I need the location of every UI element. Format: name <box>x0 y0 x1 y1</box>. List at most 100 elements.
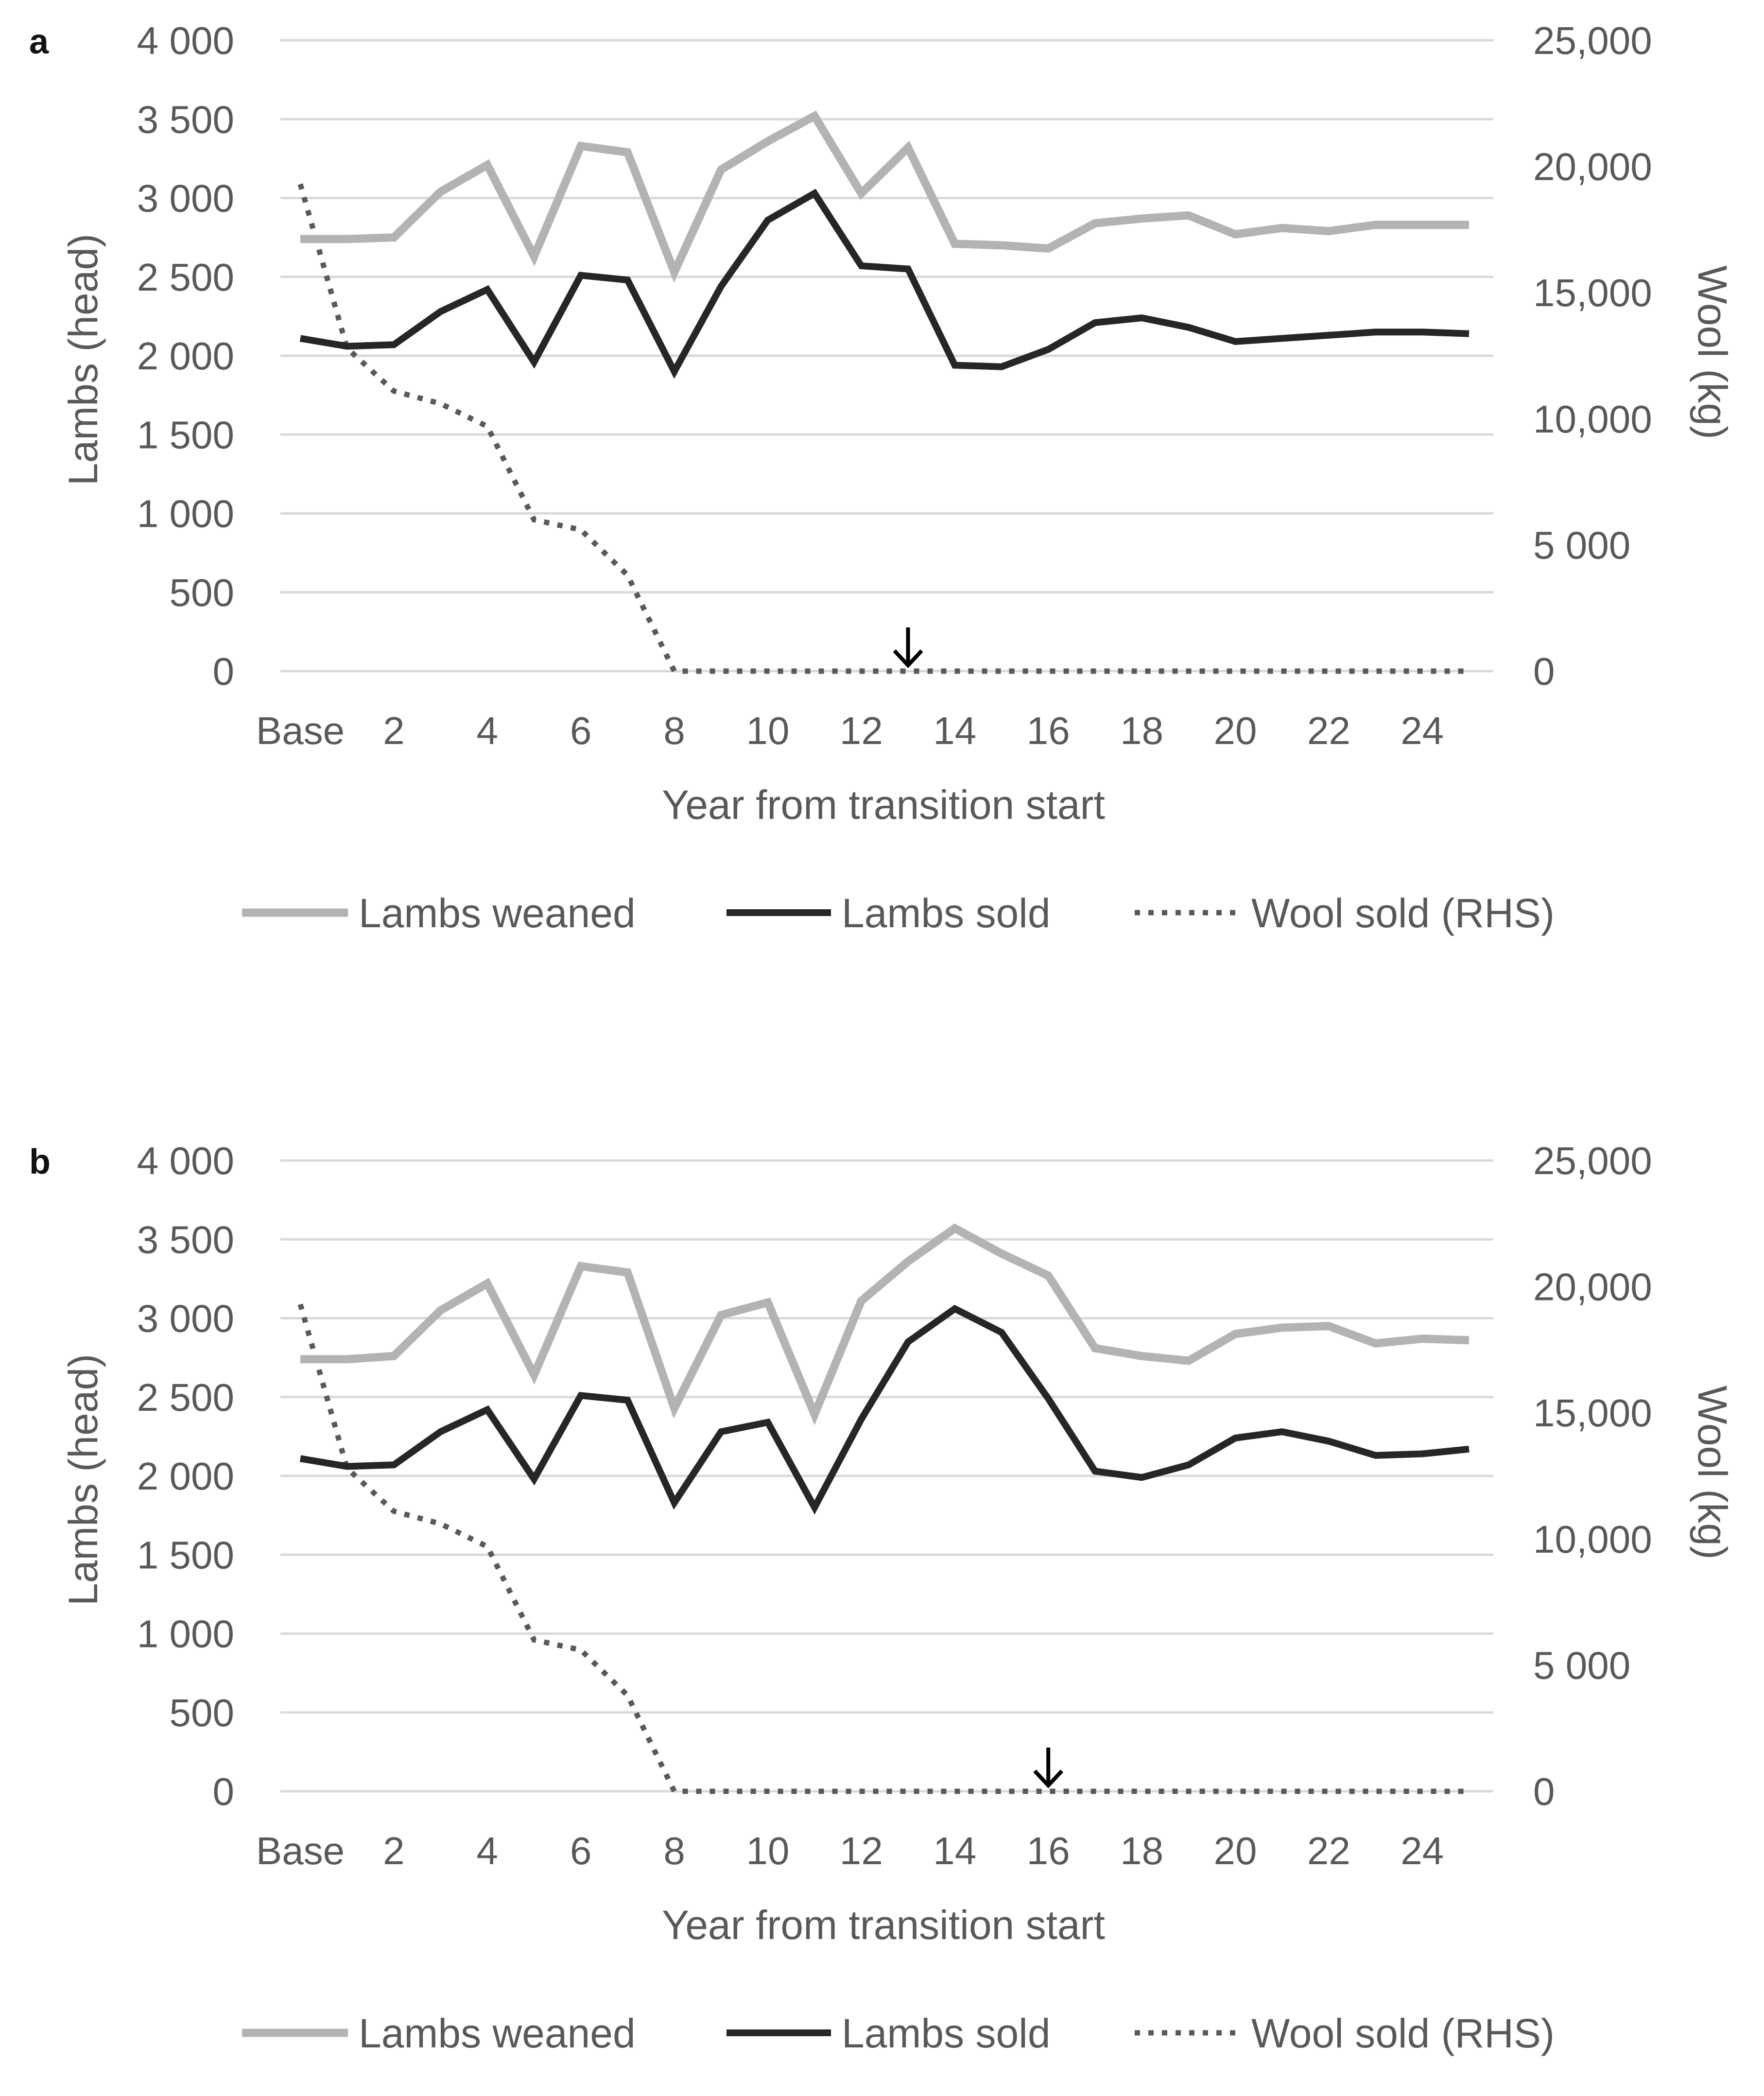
y2-tick-label: 10,000 <box>1533 1518 1652 1561</box>
y-tick-label: 2 500 <box>137 256 234 299</box>
x-tick-label: 14 <box>933 1829 976 1872</box>
x-tick-label: Base <box>256 1829 345 1872</box>
x-axis-title: Year from transition start <box>662 782 1105 828</box>
x-tick-label: 2 <box>383 709 405 752</box>
legend-label: Lambs weaned <box>359 890 636 936</box>
x-tick-label: 6 <box>570 709 592 752</box>
y-tick-label: 2 000 <box>137 1455 234 1498</box>
x-tick-label: 16 <box>1027 709 1070 752</box>
panel-label: a <box>29 22 49 61</box>
y2-tick-label: 10,000 <box>1533 398 1652 441</box>
down-arrow-icon <box>1033 1748 1064 1788</box>
series-lines <box>297 1223 1470 1794</box>
x-tick-label: 6 <box>570 1829 592 1872</box>
gridlines <box>280 1159 1493 1793</box>
x-tick-label: 10 <box>746 1829 790 1872</box>
y-axis-left-ticks: 0 500 1 000 1 500 2 000 2 500 3 000 3 500 4 000 <box>137 19 234 693</box>
y-tick-label: 3 000 <box>137 177 234 220</box>
y2-tick-label: 20,000 <box>1533 145 1652 189</box>
gridlines <box>280 39 1493 673</box>
arrow-annotation <box>893 627 923 668</box>
y-tick-label: 3 500 <box>137 98 234 141</box>
y-tick-label: 4 000 <box>137 19 234 62</box>
y2-tick-label: 15,000 <box>1533 1391 1652 1435</box>
y-tick-label: 500 <box>170 571 234 614</box>
y-tick-label: 500 <box>170 1691 234 1734</box>
x-tick-label: 22 <box>1307 709 1350 752</box>
y-tick-label: 1 000 <box>137 492 234 536</box>
y-tick-label: 1 500 <box>137 1533 234 1576</box>
x-tick-label: 22 <box>1307 1829 1350 1872</box>
x-tick-label: 2 <box>383 1829 405 1872</box>
y-axis-right-title: Wool (kg) <box>1690 265 1735 439</box>
panel-label: b <box>29 1143 51 1181</box>
legend-label: Lambs sold <box>842 2010 1051 2056</box>
y-tick-label: 3 000 <box>137 1297 234 1340</box>
y2-tick-label: 15,000 <box>1533 271 1652 314</box>
y-axis-right-ticks: 0 5 000 10,000 15,000 20,000 25,000 <box>1533 19 1652 693</box>
y2-tick-label: 0 <box>1533 650 1555 693</box>
legend-label: Wool sold (RHS) <box>1251 2010 1555 2056</box>
legend: Lambs weaned Lambs sold Wool sold (RHS) <box>242 890 1555 936</box>
x-tick-label: 12 <box>840 709 883 752</box>
legend-label: Lambs weaned <box>359 2010 636 2056</box>
y-axis-right-ticks: 0 5 000 10,000 15,000 20,000 25,000 <box>1533 1139 1652 1813</box>
y-axis-left-title: Lambs (head) <box>60 234 106 485</box>
x-tick-label: 10 <box>746 709 790 752</box>
legend-item: Lambs sold <box>726 2010 1051 2056</box>
x-tick-label: 20 <box>1214 709 1257 752</box>
y2-tick-label: 5 000 <box>1533 1644 1630 1687</box>
y-tick-label: 0 <box>213 650 235 693</box>
legend-label: Lambs sold <box>842 890 1051 936</box>
x-tick-label: 24 <box>1401 709 1444 752</box>
x-tick-label: 20 <box>1214 1829 1257 1872</box>
series-line-lambs-sold <box>299 1304 1470 1515</box>
series-lines <box>297 110 1470 674</box>
y-tick-label: 0 <box>213 1770 235 1813</box>
y-tick-label: 1 500 <box>137 413 234 456</box>
x-axis-ticks: Base 2 4 6 8 10 12 14 16 18 20 22 24 <box>256 709 1444 752</box>
x-tick-label: 4 <box>477 709 499 752</box>
legend-label: Wool sold (RHS) <box>1251 890 1555 936</box>
y-axis-left-title: Lambs (head) <box>60 1354 106 1606</box>
x-axis-ticks: Base 2 4 6 8 10 12 14 16 18 20 22 24 <box>256 1829 1444 1872</box>
x-axis-title: Year from transition start <box>662 1902 1105 1948</box>
y-axis-right-title: Wool (kg) <box>1690 1386 1735 1559</box>
y2-tick-label: 25,000 <box>1533 1139 1652 1182</box>
x-tick-label: Base <box>256 709 345 752</box>
y-tick-label: 2 500 <box>137 1376 234 1419</box>
x-tick-label: 8 <box>663 1829 685 1872</box>
legend-item: Lambs weaned <box>242 890 636 936</box>
y2-tick-label: 0 <box>1533 1770 1555 1813</box>
y-tick-label: 3 500 <box>137 1218 234 1261</box>
x-tick-label: 24 <box>1401 1829 1444 1872</box>
series-line-wool-sold-rhs <box>297 183 1469 674</box>
y2-tick-label: 20,000 <box>1533 1265 1652 1309</box>
legend-item: Wool sold (RHS) <box>1135 2010 1555 2056</box>
y-tick-label: 1 000 <box>137 1612 234 1656</box>
x-tick-label: 4 <box>477 1829 499 1872</box>
x-tick-label: 12 <box>840 1829 883 1872</box>
legend: Lambs weaned Lambs sold Wool sold (RHS) <box>242 2010 1555 2056</box>
x-tick-label: 8 <box>663 709 685 752</box>
legend-item: Lambs sold <box>726 890 1051 936</box>
y-axis-left-ticks: 0 500 1 000 1 500 2 000 2 500 3 000 3 500 4 000 <box>137 1139 234 1813</box>
y-tick-label: 4 000 <box>137 1139 234 1182</box>
y2-tick-label: 5 000 <box>1533 523 1630 567</box>
down-arrow-icon <box>893 627 923 668</box>
x-tick-label: 18 <box>1120 709 1163 752</box>
x-tick-label: 16 <box>1027 1829 1070 1872</box>
y2-tick-label: 25,000 <box>1533 19 1652 62</box>
series-line-lambs-sold <box>299 189 1470 379</box>
x-tick-label: 18 <box>1120 1829 1163 1872</box>
y-tick-label: 2 000 <box>137 334 234 378</box>
arrow-annotation <box>1033 1748 1064 1788</box>
legend-item: Wool sold (RHS) <box>1135 890 1555 936</box>
legend-item: Lambs weaned <box>242 2010 636 2056</box>
series-line-lambs-weaned <box>300 1223 1470 1425</box>
x-tick-label: 14 <box>933 709 976 752</box>
series-line-lambs-weaned <box>300 110 1469 283</box>
